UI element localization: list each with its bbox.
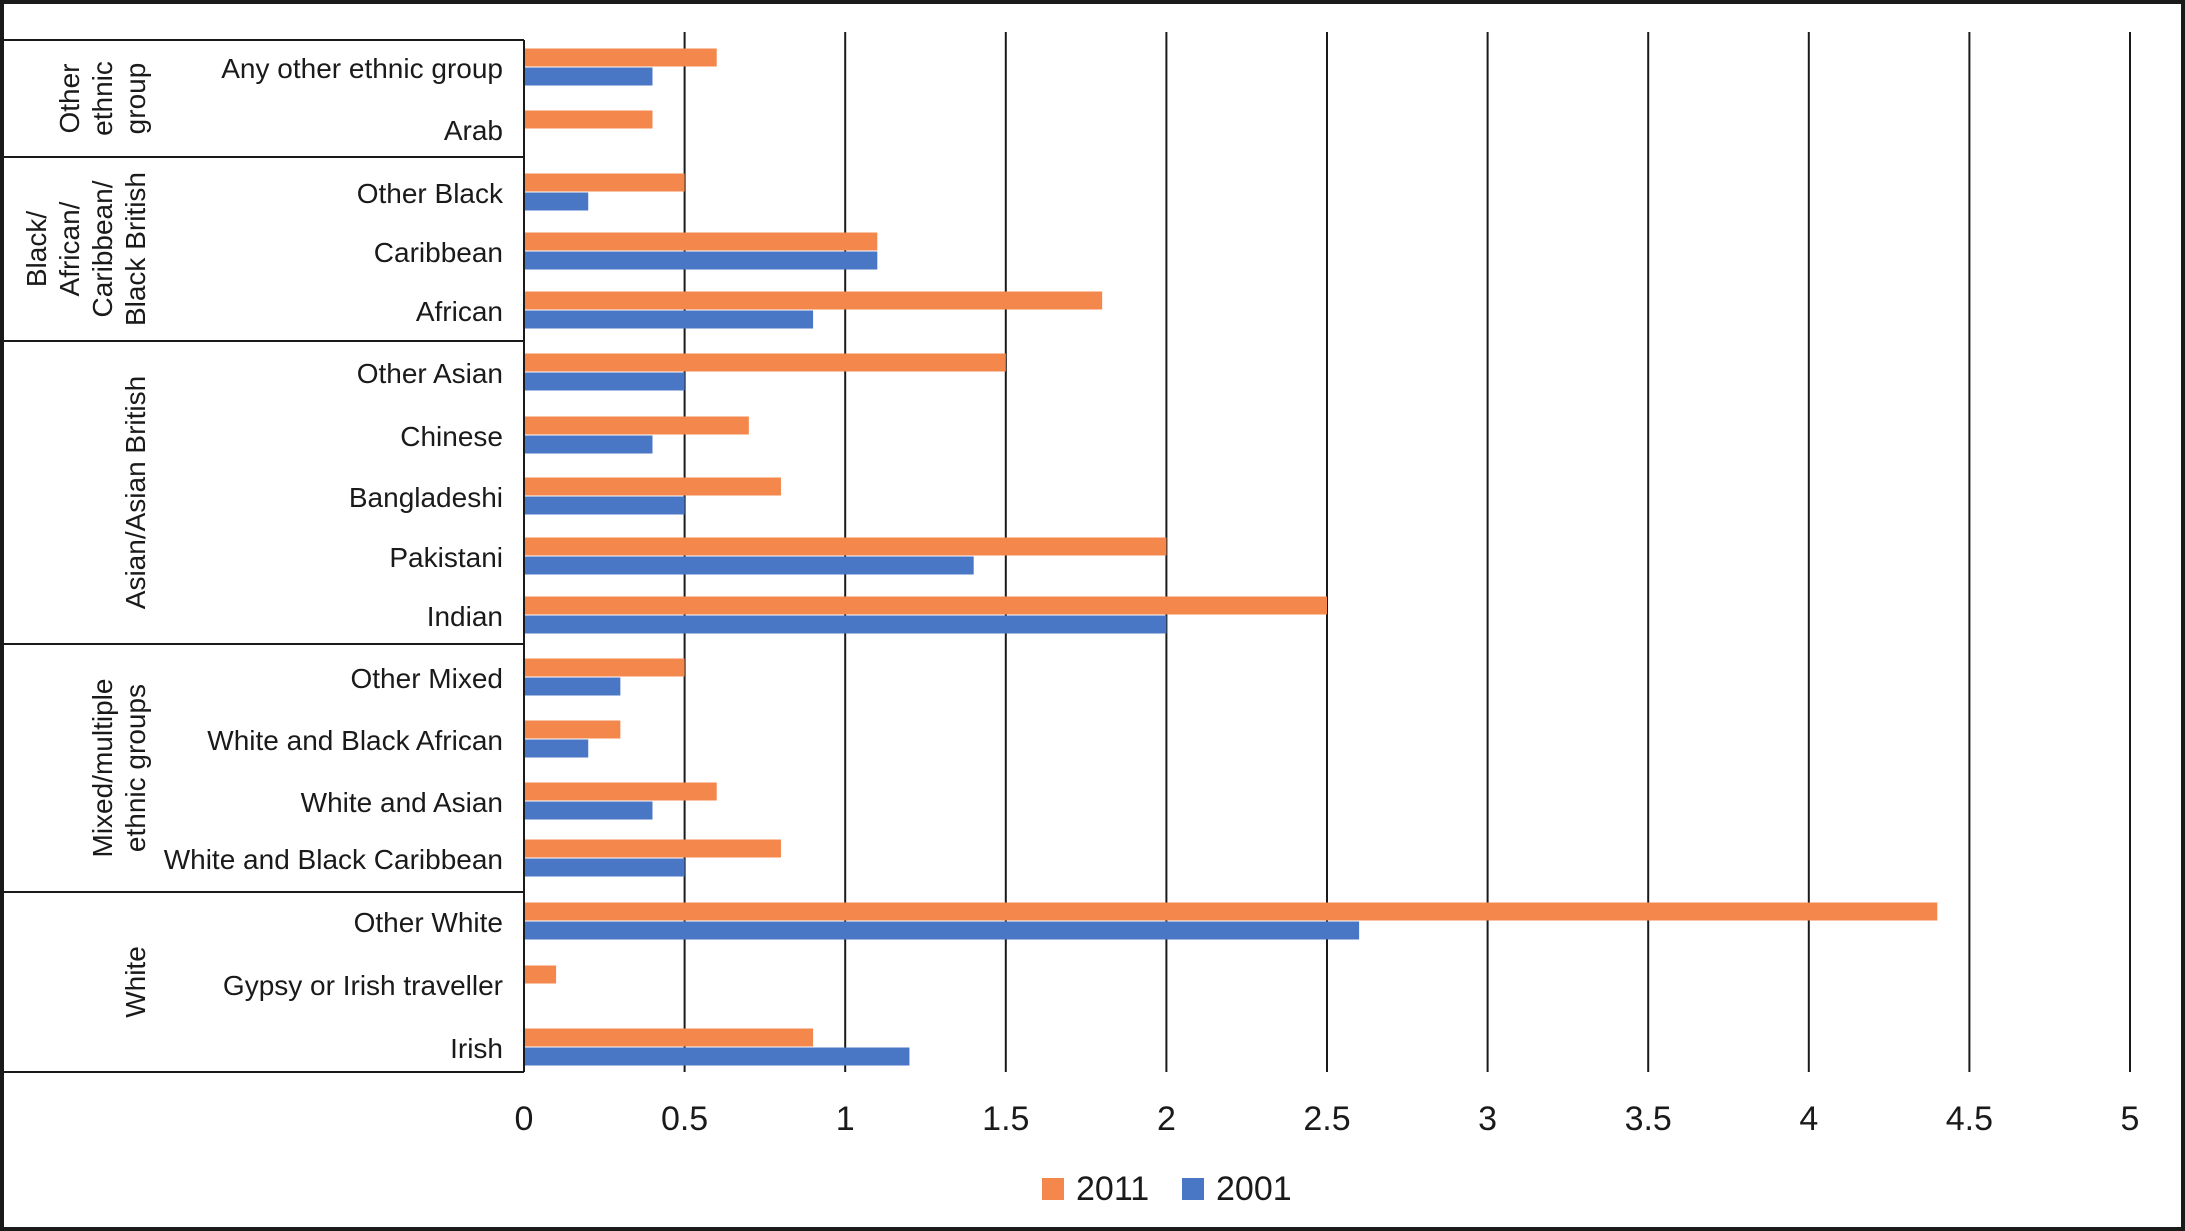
bar-2001 (524, 556, 974, 575)
bar-2011 (524, 658, 685, 677)
category-label: Chinese (400, 421, 503, 452)
bar-2011 (524, 1028, 814, 1047)
category-label: Other Black (357, 178, 504, 209)
group-label-line: Asian/Asian British (120, 376, 151, 609)
category-label: Other Mixed (351, 663, 504, 694)
bar-2011 (524, 110, 653, 129)
bar-2001 (524, 858, 685, 877)
bar-2011 (524, 965, 557, 984)
bar-2001 (524, 801, 653, 820)
bar-2001 (524, 372, 685, 391)
group-label-line: ethnic (87, 61, 118, 136)
bar-2011 (524, 782, 717, 801)
category-label-table: Any other ethnic group Arab Other Black Car… (4, 39, 525, 1073)
category-label: Caribbean (374, 237, 503, 268)
bar-2001 (524, 615, 1167, 634)
category-label: Indian (427, 601, 503, 632)
group-label-line: ethnic groups (120, 684, 151, 852)
bar-2011 (524, 48, 717, 67)
category-label: Pakistani (389, 542, 503, 573)
x-axis-tick-labels: 0 0.5 1 1.5 2 2.5 3 3.5 4 4.5 5 (515, 1100, 2140, 1138)
bar-2011 (524, 596, 1327, 615)
x-tick-label: 3 (1478, 1100, 1497, 1138)
bar-2011 (524, 902, 1938, 921)
bars (524, 48, 1938, 1066)
category-label: White and Black Caribbean (164, 844, 503, 875)
bar-2011 (524, 537, 1167, 556)
category-label: Irish (450, 1033, 503, 1064)
bar-2001 (524, 496, 685, 515)
x-tick-label: 4 (1799, 1100, 1818, 1138)
category-label: Any other ethnic group (221, 53, 503, 84)
x-tick-label: 0.5 (661, 1100, 708, 1138)
bar-2001 (524, 310, 814, 329)
category-label: Gypsy or Irish traveller (223, 970, 503, 1001)
x-tick-label: 1.5 (982, 1100, 1029, 1138)
bar-2001 (524, 67, 653, 86)
bar-2011 (524, 232, 878, 251)
x-tick-label: 1 (836, 1100, 855, 1138)
bar-2001 (524, 921, 1360, 940)
group-label-line: Mixed/multiple (87, 679, 118, 858)
bar-2001 (524, 435, 653, 454)
bar-2011 (524, 839, 781, 858)
group-label-line: Caribbean/ (87, 180, 118, 317)
x-tick-label: 0 (515, 1100, 534, 1138)
x-tick-label: 4.5 (1946, 1100, 1993, 1138)
group-label-line: group (120, 63, 151, 135)
category-label: Arab (444, 115, 503, 146)
x-tick-label: 2 (1157, 1100, 1176, 1138)
legend-label: 2001 (1216, 1170, 1292, 1208)
bar-2011 (524, 353, 1006, 372)
bar-2001 (524, 1047, 910, 1066)
category-label: White and Black African (207, 725, 503, 756)
group-label-line: Black British (120, 172, 151, 326)
legend-swatch-2011 (1042, 1178, 1064, 1200)
category-label: Other Asian (357, 358, 503, 389)
category-label: White and Asian (301, 787, 503, 818)
bar-2011 (524, 720, 621, 739)
bar-2001 (524, 677, 621, 696)
legend-label: 2011 (1076, 1170, 1149, 1208)
x-tick-label: 2.5 (1303, 1100, 1350, 1138)
group-label-line: African/ (54, 201, 85, 296)
x-tick-label: 5 (2121, 1100, 2140, 1138)
bar-2011 (524, 291, 1103, 310)
group-label-line: Other (54, 63, 85, 133)
legend: 2011 2001 (1042, 1170, 1292, 1208)
legend-swatch-2001 (1182, 1178, 1204, 1200)
bar-2001 (524, 739, 589, 758)
bar-2011 (524, 173, 685, 192)
category-label: Bangladeshi (349, 482, 503, 513)
bar-2001 (524, 192, 589, 211)
grid-lines (683, 32, 2131, 1072)
category-label: Other White (354, 907, 503, 938)
bar-2011 (524, 477, 781, 496)
group-label-line: Black/ (21, 211, 52, 287)
category-label: African (416, 296, 503, 327)
group-label-line: White (120, 946, 151, 1018)
bar-2001 (524, 251, 878, 270)
bar-2011 (524, 416, 749, 435)
x-tick-label: 3.5 (1625, 1100, 1672, 1138)
